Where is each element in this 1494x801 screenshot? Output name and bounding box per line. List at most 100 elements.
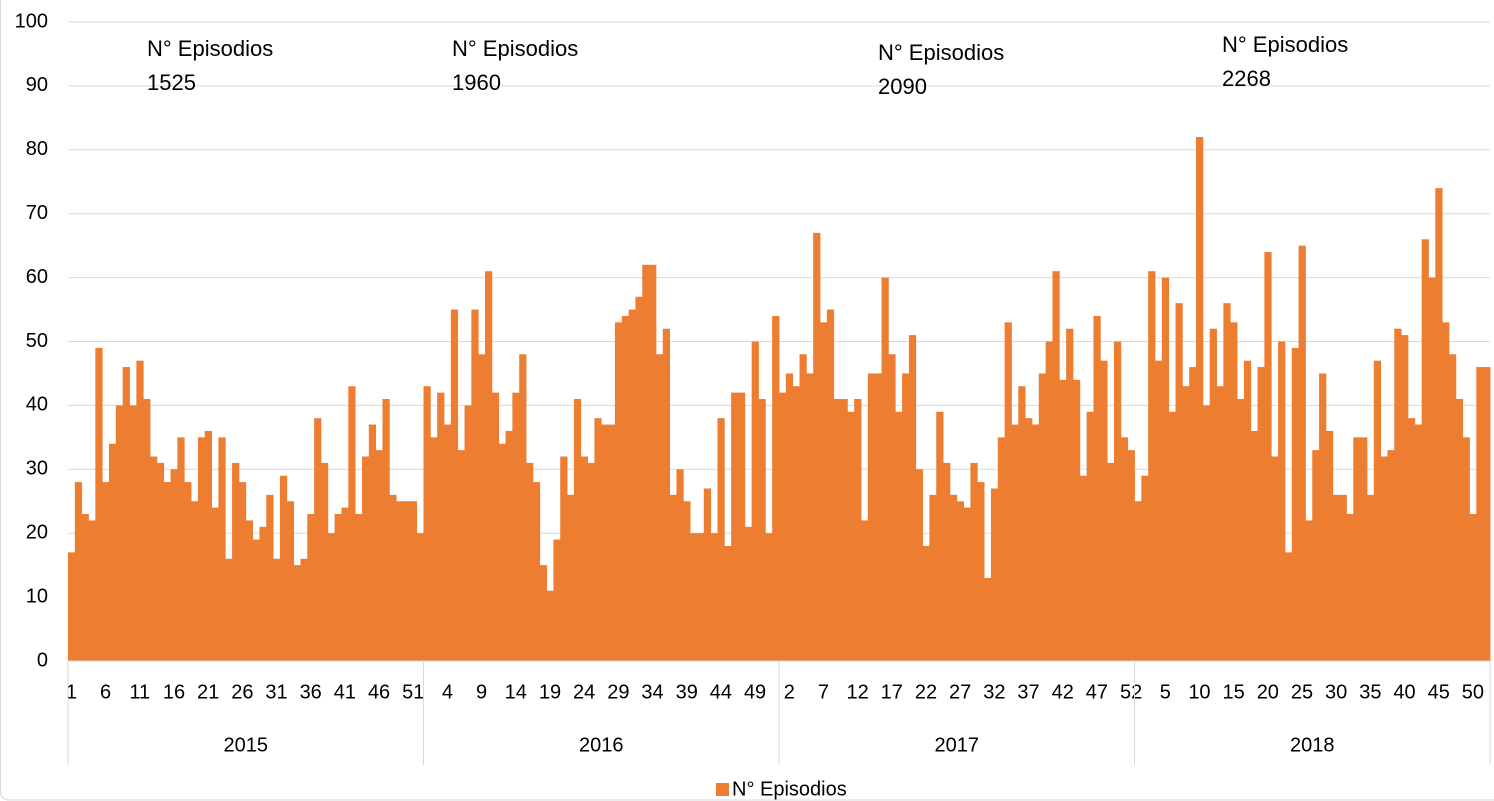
x-tick-label: 36: [300, 681, 322, 703]
bar: [1107, 462, 1115, 661]
bar: [1380, 456, 1388, 661]
bar: [614, 322, 623, 661]
x-tick-label: 46: [368, 681, 390, 703]
bar: [163, 482, 171, 661]
bar: [690, 533, 698, 661]
x-tick-label: 42: [1052, 681, 1074, 703]
y-tick-label: 20: [26, 521, 48, 543]
bar: [594, 418, 602, 661]
bar: [539, 565, 547, 661]
bar: [779, 392, 787, 661]
y-tick-label: 90: [26, 74, 48, 96]
annotation-title: N° Episodios: [878, 40, 1004, 65]
bar: [409, 501, 418, 661]
bar: [327, 533, 336, 661]
bar: [676, 469, 684, 661]
bar: [526, 462, 534, 661]
bar: [1066, 328, 1074, 661]
x-tick-label: 30: [1325, 681, 1347, 703]
bar: [717, 418, 725, 661]
bar: [881, 277, 889, 661]
bar: [1079, 475, 1088, 661]
bar: [1182, 386, 1190, 661]
bar: [1442, 322, 1450, 661]
bar: [491, 392, 500, 661]
bar: [1421, 239, 1429, 661]
bar: [368, 424, 377, 661]
bar: [649, 264, 657, 661]
bar: [95, 347, 103, 661]
bar: [669, 494, 677, 661]
bar: [895, 411, 903, 661]
bar: [1264, 252, 1272, 662]
bar: [642, 264, 650, 661]
bar: [1223, 303, 1231, 661]
bar: [1278, 341, 1286, 661]
bar: [1305, 520, 1313, 661]
x-tick-label: 31: [265, 681, 287, 703]
bar: [874, 373, 882, 661]
bar: [1284, 552, 1293, 661]
bar: [218, 437, 226, 661]
bar: [143, 399, 151, 661]
bar: [122, 367, 130, 661]
bar: [915, 469, 923, 661]
bar: [334, 514, 342, 661]
bar: [546, 590, 554, 661]
x-tick-label: 40: [1393, 681, 1415, 703]
bar: [560, 456, 568, 661]
x-tick-label: 20: [1257, 681, 1279, 703]
bar: [1271, 456, 1279, 661]
bar: [854, 399, 862, 661]
bar: [307, 514, 315, 661]
y-tick-label: 40: [26, 394, 48, 416]
x-tick-label: 24: [573, 681, 595, 703]
bar: [1366, 494, 1375, 661]
bar: [389, 494, 397, 661]
bar: [238, 482, 247, 661]
bar: [382, 399, 390, 661]
bar: [1339, 494, 1347, 661]
bar: [1401, 335, 1409, 661]
x-tick-label: 5: [1160, 681, 1171, 703]
bar: [1202, 405, 1211, 661]
x-tick-label: 11: [129, 681, 150, 703]
bar: [478, 354, 486, 661]
bar: [150, 456, 158, 661]
bar: [471, 309, 479, 661]
bar: [1127, 450, 1135, 661]
bar: [232, 462, 240, 661]
bar: [457, 450, 465, 661]
bar: [286, 501, 295, 661]
bar: [826, 309, 835, 661]
x-tick-label: 16: [163, 681, 185, 703]
bar: [279, 475, 288, 661]
x-tick-label: 21: [197, 681, 219, 703]
bar: [1291, 347, 1299, 661]
bar: [1435, 188, 1443, 661]
bar: [1209, 328, 1217, 661]
bar: [990, 488, 999, 661]
group-label: 2015: [224, 734, 269, 756]
bar: [785, 373, 794, 661]
x-tick-label: 45: [1428, 681, 1450, 703]
bar: [1155, 360, 1163, 661]
bar: [977, 482, 985, 661]
bar: [1216, 386, 1224, 661]
bar: [888, 354, 896, 661]
bar: [1243, 360, 1252, 661]
bar: [1168, 411, 1176, 661]
bar: [1004, 322, 1012, 661]
bar: [1387, 450, 1395, 661]
bar: [1455, 399, 1464, 661]
bar: [744, 526, 753, 661]
bar: [813, 232, 821, 661]
bar: [1407, 418, 1416, 661]
x-tick-label: 27: [949, 681, 971, 703]
bar: [847, 411, 855, 661]
bar: [1018, 386, 1026, 661]
bar: [74, 482, 83, 661]
bar: [375, 450, 383, 661]
